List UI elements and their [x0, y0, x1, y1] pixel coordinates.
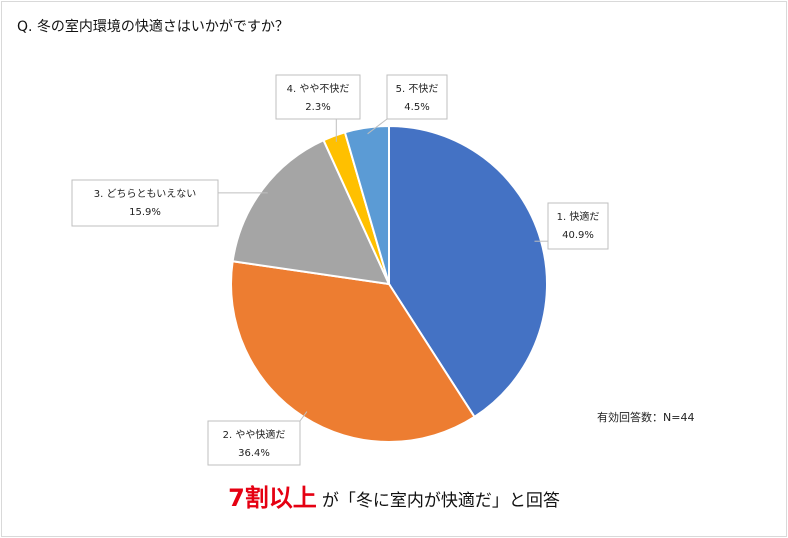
slice-value-label: 36.4%: [238, 448, 270, 459]
callout-comfortable: 1. 快適だ 40.9%: [534, 202, 609, 250]
slice-label: 1. 快適だ: [557, 210, 600, 223]
slice-label: 4. やや不快だ: [287, 83, 350, 95]
pie-slices: [230, 124, 548, 443]
callout-leader-line: [299, 411, 308, 422]
callout-box: [386, 74, 448, 120]
slice-label: 2. やや快適だ: [223, 428, 286, 441]
slice-label: 3. どちらともいえない: [94, 188, 197, 200]
sample-size-label: 有効回答数：N=44: [597, 411, 695, 424]
slice-value-label: 15.9%: [129, 207, 161, 218]
slice-value-label: 40.9%: [562, 230, 594, 241]
callout-leader-line: [367, 118, 388, 135]
footer-text: が「冬に室内が快適だ」と回答: [321, 491, 560, 511]
pie-slice-neutral: [231, 138, 391, 286]
footer-highlight: 7割以上: [228, 484, 317, 512]
chart-title: Q. 冬の室内環境の快適さはいかがですか？: [17, 19, 289, 35]
callout-box: [547, 202, 609, 250]
footer-caption: 7割以上 が「冬に室内が快適だ」と回答: [0, 478, 788, 513]
callout-box: [71, 179, 219, 227]
callout-box: [275, 74, 361, 120]
pie-callouts: 1. 快適だ 40.9% 2. やや快適だ 36.4% 3. どちらともいえない 15.9…: [71, 74, 609, 466]
slice-value-label: 4.5%: [404, 102, 429, 113]
callout-somewhat-comfortable: 2. やや快適だ 36.4%: [207, 411, 308, 466]
callout-box: [207, 420, 301, 466]
callout-somewhat-uncomfortable: 4. やや不快だ 2.3%: [275, 74, 361, 142]
slice-label: 5. 不快だ: [396, 83, 439, 95]
callout-uncomfortable: 5. 不快だ 4.5%: [367, 74, 448, 135]
slice-value-label: 2.3%: [305, 102, 330, 113]
pie-slice-uncomfortable: [343, 124, 390, 285]
callout-neutral: 3. どちらともいえない 15.9%: [71, 179, 268, 227]
